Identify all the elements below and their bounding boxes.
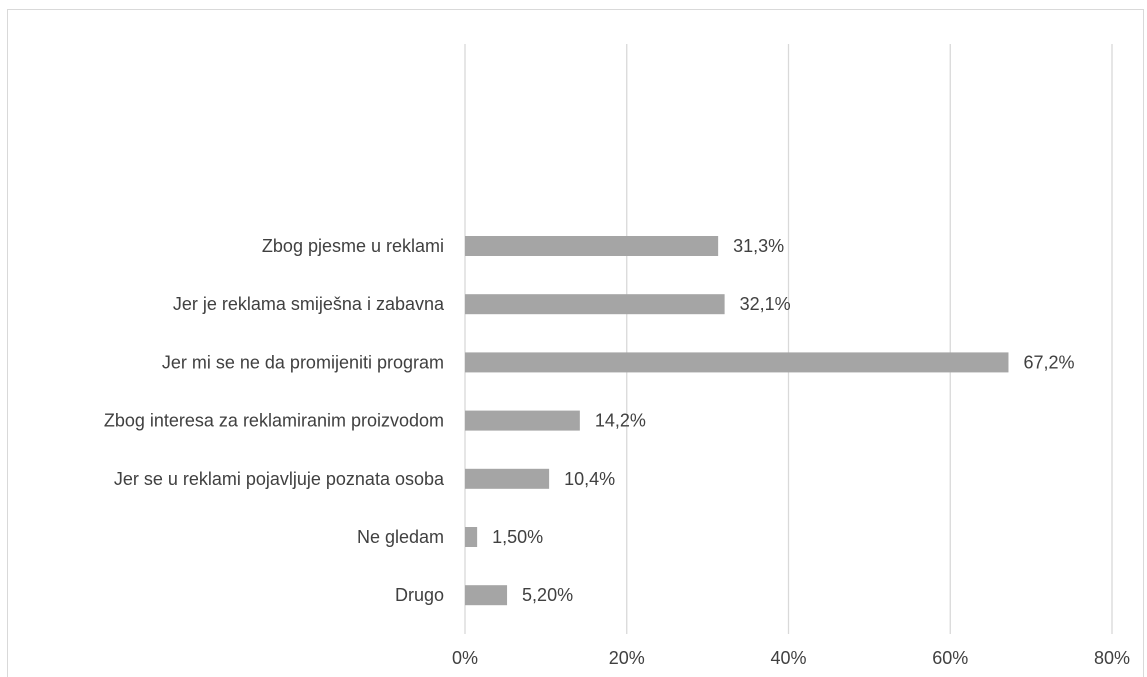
bar: [465, 410, 580, 431]
bars: [465, 236, 1009, 606]
category-label: Jer je reklama smiješna i zabavna: [173, 294, 445, 314]
data-label: 67,2%: [1023, 352, 1074, 372]
category-label: Jer mi se ne da promijeniti program: [162, 352, 444, 372]
x-tick-label: 80%: [1094, 648, 1130, 668]
gridlines: [464, 44, 1113, 634]
data-labels: 31,3% 32,1% 67,2% 14,2% 10,4% 1,50% 5,20%: [492, 236, 1074, 605]
category-label: Ne gledam: [357, 527, 444, 547]
data-label: 14,2%: [595, 411, 646, 431]
x-tick-label: 0%: [452, 648, 478, 668]
bar: [465, 294, 725, 315]
x-tick-label: 40%: [770, 648, 806, 668]
data-label: 32,1%: [740, 294, 791, 314]
bar: [465, 585, 508, 606]
x-tick-label: 20%: [609, 648, 645, 668]
bar: [465, 527, 478, 547]
category-label: Jer se u reklami pojavljuje poznata osob…: [114, 469, 445, 489]
bar: [465, 236, 719, 256]
category-label: Zbog pjesme u reklami: [262, 236, 444, 256]
data-label: 31,3%: [733, 236, 784, 256]
x-tick-label: 60%: [932, 648, 968, 668]
category-label: Zbog interesa za reklamiranim proizvodom: [104, 411, 444, 431]
data-label: 10,4%: [564, 469, 615, 489]
bar: [465, 468, 550, 489]
category-label: Drugo: [395, 585, 444, 605]
bar: [465, 352, 1009, 373]
x-axis-tick-labels: 0% 20% 40% 60% 80%: [452, 648, 1130, 668]
data-label: 1,50%: [492, 527, 543, 547]
category-labels: Zbog pjesme u reklami Jer je reklama smij…: [104, 236, 445, 605]
data-label: 5,20%: [522, 585, 573, 605]
chart-frame: [7, 9, 1144, 677]
